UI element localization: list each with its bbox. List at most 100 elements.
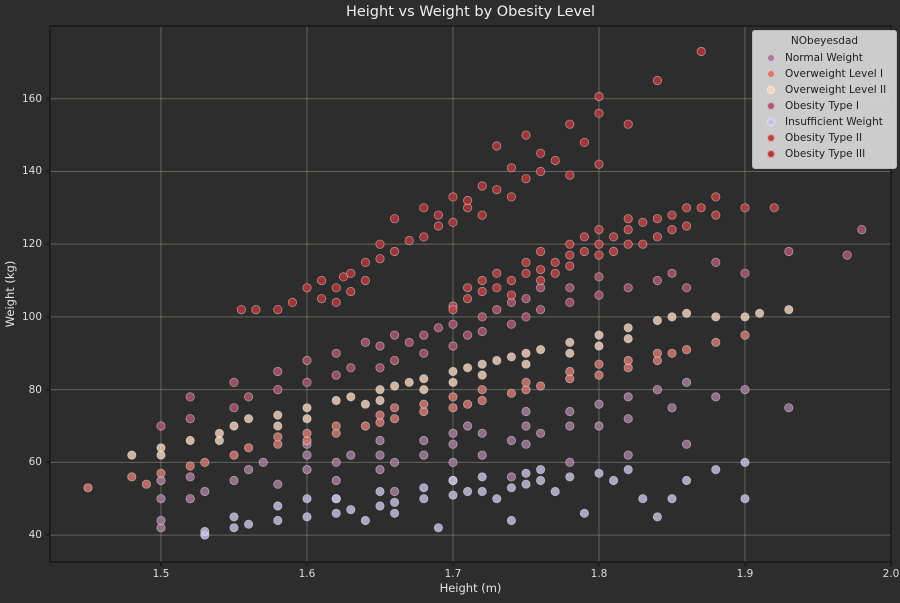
- legend-label: Overweight Level I: [785, 68, 884, 80]
- scatter-point: [565, 283, 575, 293]
- scatter-point: [273, 384, 283, 395]
- scatter-point: [462, 421, 473, 431]
- scatter-point: [375, 384, 385, 395]
- scatter-point: [492, 283, 502, 293]
- scatter-point: [419, 348, 429, 358]
- scatter-point: [375, 435, 385, 446]
- scatter-point: [462, 399, 473, 409]
- scatter-point: [331, 508, 341, 518]
- y-tick-label: 160: [21, 92, 42, 105]
- scatter-point: [375, 239, 385, 249]
- scatter-point: [360, 257, 370, 267]
- legend-swatch-icon: [767, 118, 775, 126]
- scatter-point: [667, 494, 677, 504]
- scatter-point: [331, 297, 341, 307]
- scatter-point: [521, 257, 531, 267]
- scatter-point: [565, 170, 575, 180]
- scatter-point: [477, 359, 487, 369]
- scatter-point: [740, 494, 750, 504]
- scatter-point: [185, 472, 195, 482]
- scatter-point: [346, 392, 356, 402]
- scatter-point: [652, 232, 663, 242]
- scatter-point: [375, 464, 385, 475]
- scatter-point: [608, 232, 619, 242]
- scatter-point: [389, 355, 400, 366]
- scatter-point: [229, 512, 239, 522]
- scatter-point: [404, 337, 414, 347]
- scatter-point: [696, 203, 706, 213]
- scatter-point: [433, 523, 443, 533]
- series-obesity-type-iii: [236, 46, 706, 315]
- scatter-point: [535, 428, 546, 438]
- scatter-point: [535, 304, 546, 315]
- scatter-point: [302, 494, 312, 504]
- scatter-point: [623, 392, 633, 402]
- scatter-point: [244, 464, 254, 475]
- scatter-point: [652, 512, 663, 522]
- scatter-point: [331, 457, 341, 467]
- scatter-point: [565, 297, 575, 307]
- series-insufficient-weight: [200, 457, 750, 540]
- scatter-point: [696, 46, 706, 57]
- y-tick-label: 120: [21, 238, 42, 251]
- scatter-point: [506, 275, 516, 286]
- scatter-point: [375, 363, 385, 373]
- scatter-point: [521, 468, 531, 478]
- scatter-point: [389, 381, 400, 391]
- scatter-point: [667, 268, 677, 278]
- legend-item: Insufficient Weight: [759, 114, 890, 130]
- scatter-point: [419, 330, 429, 340]
- scatter-point: [419, 232, 429, 242]
- scatter-point: [251, 304, 261, 315]
- legend-item: Overweight Level I: [759, 66, 890, 82]
- legend-item: Overweight Level II: [759, 82, 890, 98]
- scatter-point: [229, 421, 239, 431]
- legend-swatch-icon: [767, 86, 775, 94]
- x-axis-label: Height (m): [439, 581, 502, 595]
- scatter-point: [448, 490, 458, 500]
- scatter-point: [681, 283, 692, 293]
- scatter-point: [623, 355, 633, 366]
- scatter-point: [375, 486, 385, 497]
- scatter-point: [565, 239, 575, 249]
- scatter-point: [579, 137, 590, 147]
- series-obesity-type-i: [156, 225, 867, 431]
- scatter-point: [506, 352, 516, 362]
- scatter-point: [711, 464, 721, 475]
- scatter-point: [419, 399, 429, 409]
- scatter-point: [156, 515, 166, 526]
- scatter-point: [185, 494, 195, 504]
- axis-tick-marks: [46, 98, 892, 566]
- scatter-point: [360, 515, 370, 526]
- y-tick-label: 100: [21, 310, 42, 323]
- scatter-point: [141, 479, 151, 489]
- scatter-point: [477, 286, 487, 297]
- scatter-point: [273, 501, 283, 511]
- scatter-point: [433, 323, 443, 333]
- scatter-point: [477, 275, 487, 286]
- legend-item: Obesity Type II: [759, 130, 890, 146]
- scatter-point: [754, 308, 765, 318]
- scatter-point: [375, 395, 385, 406]
- scatter-point: [331, 475, 341, 486]
- scatter-point: [681, 475, 692, 486]
- scatter-point: [419, 483, 429, 493]
- scatter-points: [83, 46, 867, 540]
- scatter-point: [652, 348, 663, 358]
- x-tick-label: 2.0: [882, 568, 900, 580]
- scatter-point: [711, 337, 721, 347]
- scatter-point: [535, 344, 546, 355]
- scatter-point: [477, 384, 487, 395]
- scatter-point: [506, 483, 516, 493]
- scatter-point: [492, 304, 502, 315]
- scatter-point: [375, 410, 385, 420]
- scatter-point: [521, 312, 531, 322]
- scatter-point: [258, 457, 268, 467]
- scatter-point: [565, 421, 575, 431]
- legend-swatch-icon: [767, 54, 775, 62]
- scatter-point: [419, 374, 429, 384]
- scatter-point: [492, 141, 502, 151]
- scatter-point: [389, 414, 400, 424]
- legend-label: Obesity Type II: [785, 132, 863, 144]
